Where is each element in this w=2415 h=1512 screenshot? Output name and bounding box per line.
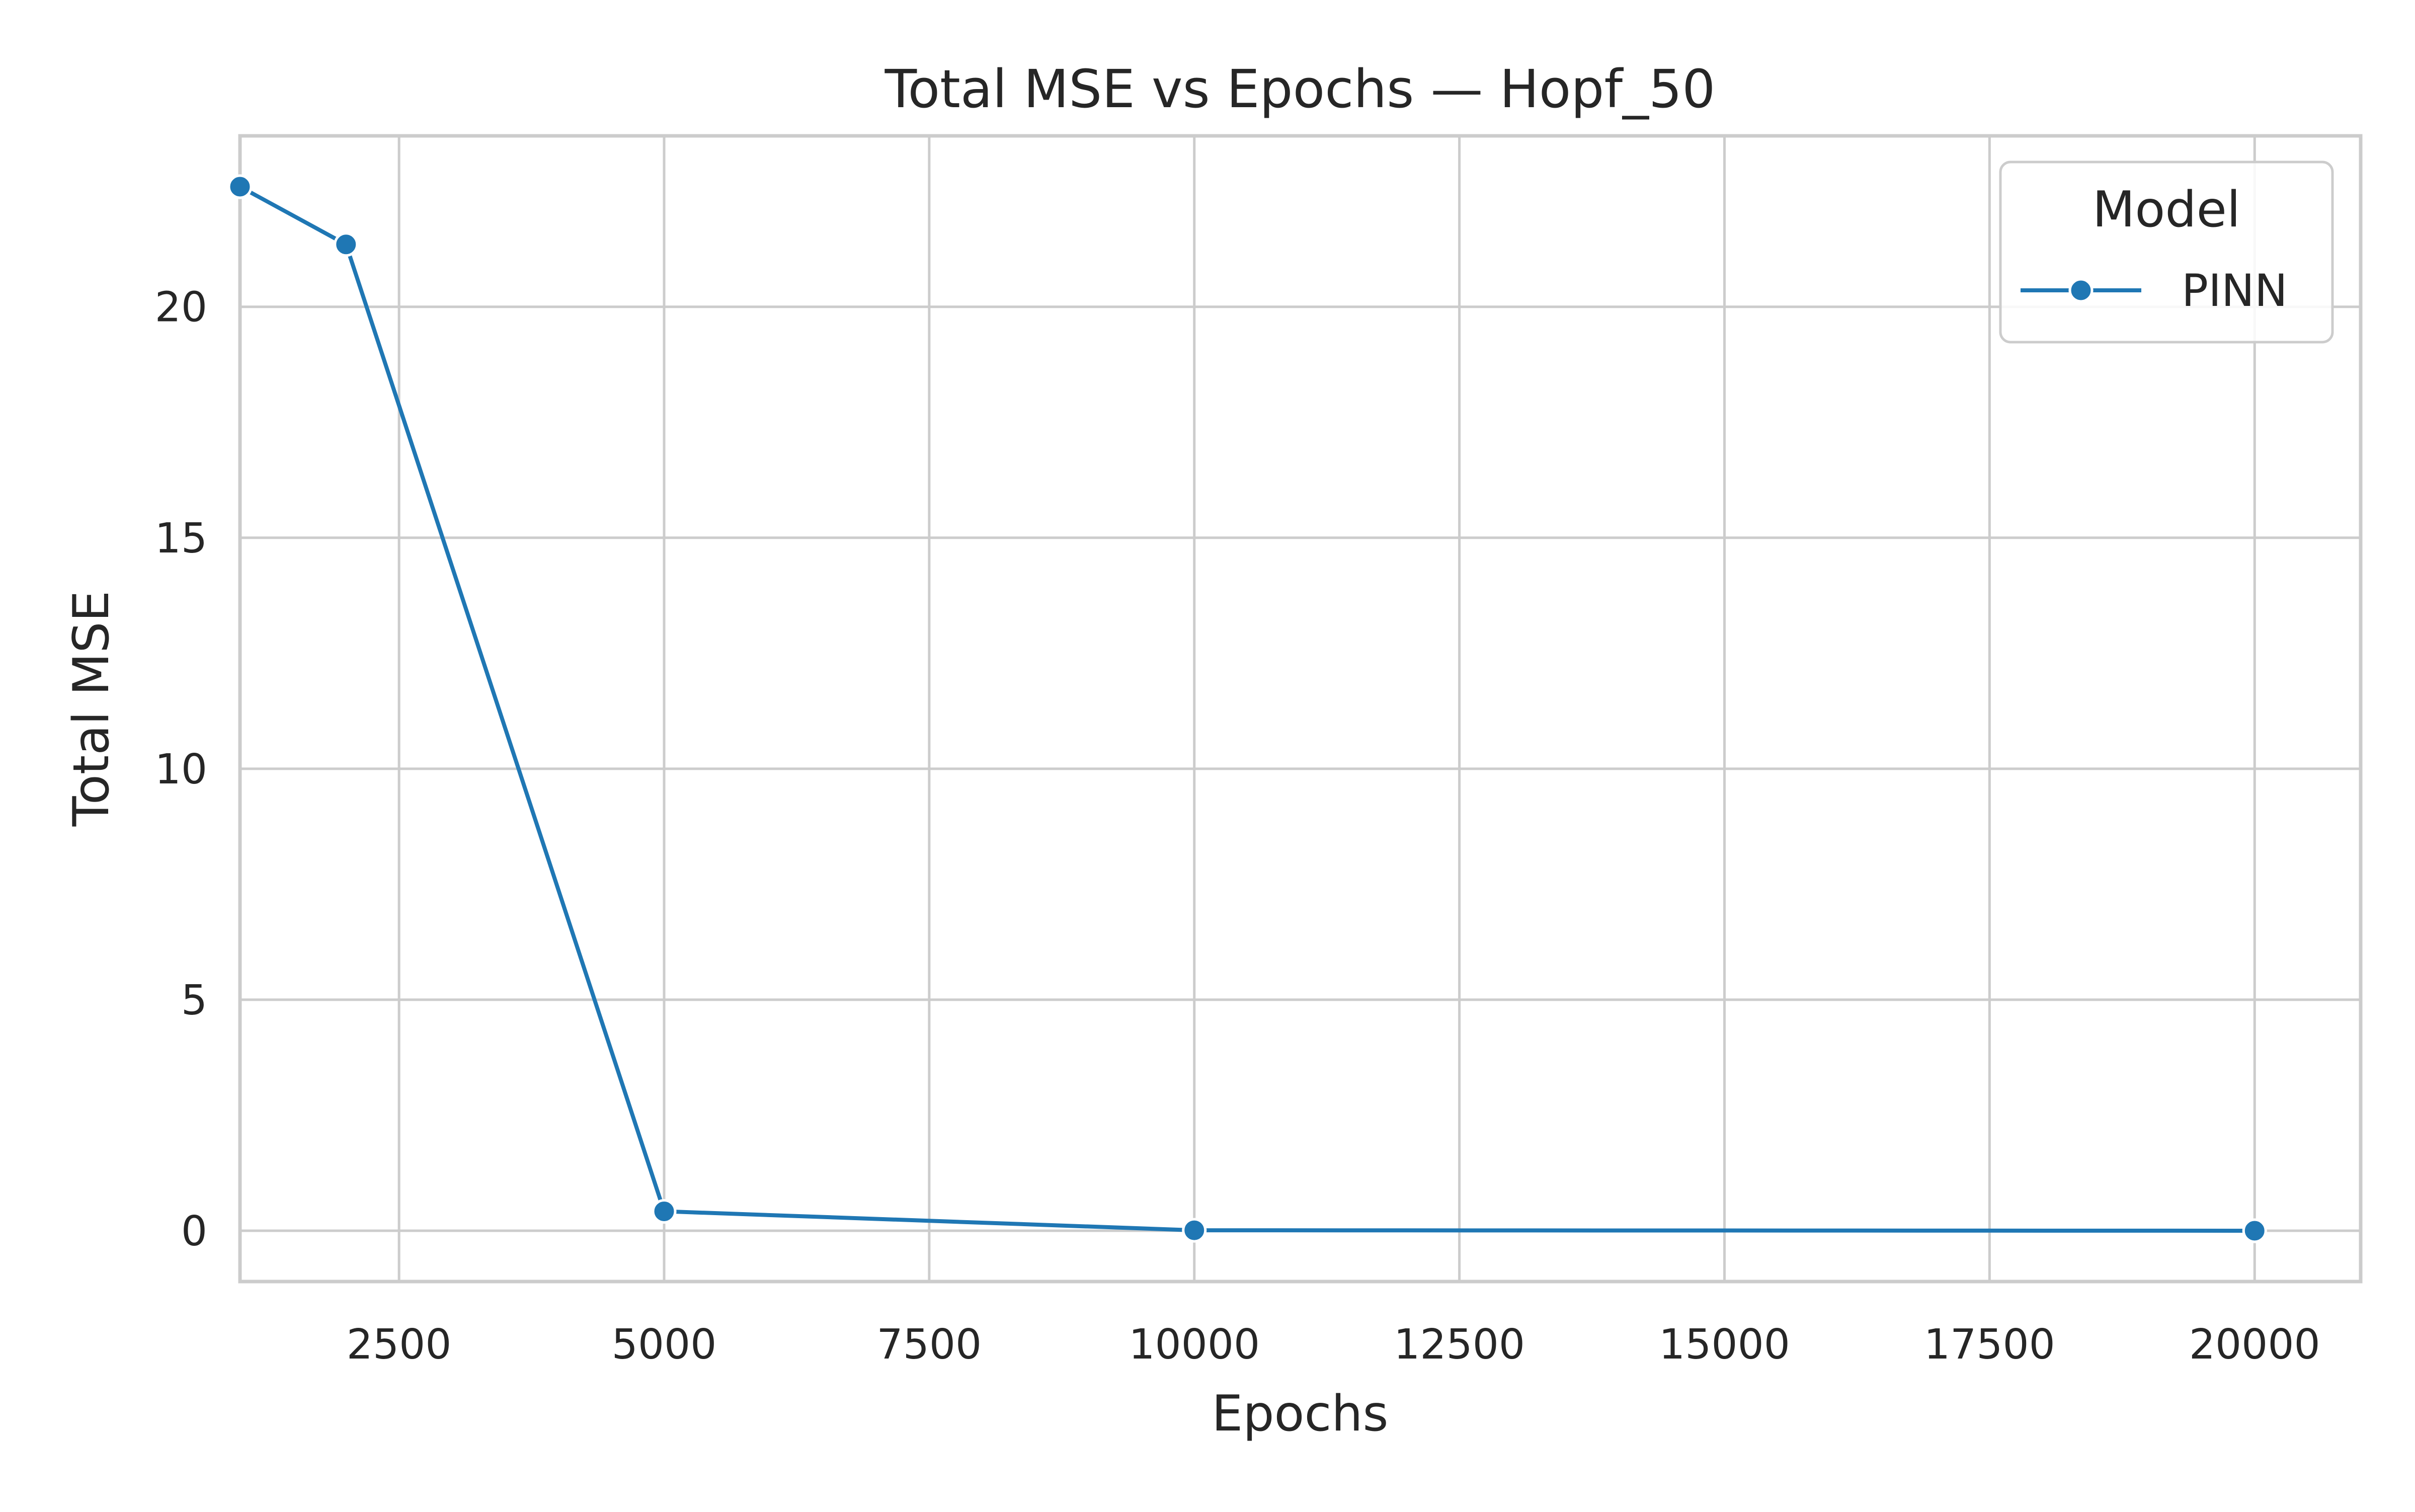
legend-marker xyxy=(2068,278,2094,303)
y-axis-label: Total MSE xyxy=(63,591,120,827)
y-tick-label: 15 xyxy=(155,515,207,563)
y-tick-label: 10 xyxy=(155,746,207,793)
plot-frame xyxy=(238,134,2363,1284)
ticks: 2500 5000 7500 10000 12500 15000 17500 20000 0 5 1… xyxy=(155,284,2320,1369)
legend-label-pinn: PINN xyxy=(2182,265,2288,316)
x-tick-label: 20000 xyxy=(2189,1321,2320,1369)
data-point-pinn xyxy=(2242,1218,2267,1243)
x-tick-label: 10000 xyxy=(1129,1321,1260,1369)
data-point-pinn xyxy=(334,232,359,257)
x-tick-label: 5000 xyxy=(612,1321,717,1369)
y-tick-label: 20 xyxy=(155,284,207,332)
data-point-pinn xyxy=(1182,1218,1207,1243)
legend: Model PINN xyxy=(1999,161,2334,344)
x-tick-label: 12500 xyxy=(1394,1321,1525,1369)
data-point-pinn xyxy=(652,1199,677,1224)
data-point-pinn xyxy=(227,174,253,199)
x-tick-label: 17500 xyxy=(1924,1321,2055,1369)
x-tick-label: 15000 xyxy=(1659,1321,1790,1369)
series-layer xyxy=(227,174,2267,1243)
chart-title: Total MSE vs Epochs — Hopf_50 xyxy=(884,58,1716,120)
legend-title: Model xyxy=(2092,181,2240,238)
y-tick-label: 5 xyxy=(181,977,207,1024)
x-tick-label: 2500 xyxy=(347,1321,452,1369)
x-axis-label: Epochs xyxy=(1212,1385,1388,1443)
x-tick-label: 7500 xyxy=(877,1321,982,1369)
y-tick-label: 0 xyxy=(181,1208,207,1255)
